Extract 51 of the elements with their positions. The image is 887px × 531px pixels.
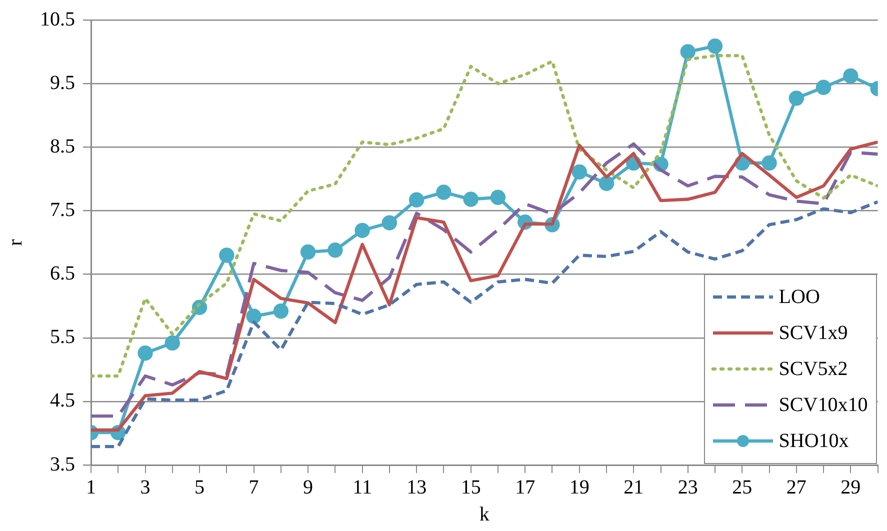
- point: [463, 192, 478, 207]
- legend-label: SHO10x: [778, 430, 849, 452]
- legend-label: SCV5x2: [778, 358, 848, 380]
- point: [436, 184, 452, 200]
- point: [788, 90, 804, 106]
- y-tick-label: 10.5: [40, 8, 75, 30]
- y-tick-label: 8.5: [50, 135, 75, 158]
- x-tick-label: 23: [678, 476, 698, 498]
- point: [816, 80, 832, 95]
- point: [300, 244, 316, 260]
- y-tick-label: 5.5: [50, 326, 75, 348]
- point: [490, 190, 506, 205]
- x-tick-label: 9: [303, 476, 314, 498]
- point: [164, 335, 180, 351]
- point: [354, 222, 370, 238]
- point: [843, 68, 858, 84]
- x-tick-label: 29: [840, 476, 861, 498]
- x-tick-label: 19: [569, 476, 590, 498]
- point: [246, 308, 262, 324]
- y-tick-label: 6.5: [50, 262, 75, 285]
- point: [328, 242, 343, 258]
- point: [273, 304, 289, 319]
- x-tick-label: 13: [406, 476, 427, 498]
- point: [219, 248, 234, 263]
- x-axis-title: k: [479, 503, 490, 526]
- x-tick-label: 5: [194, 476, 205, 498]
- y-tick-label: 7.5: [50, 198, 75, 221]
- x-tick-label: 15: [460, 476, 481, 498]
- x-tick-label: 1: [86, 476, 96, 498]
- y-axis-title: r: [4, 238, 26, 246]
- point: [762, 155, 777, 171]
- point: [408, 192, 424, 208]
- point: [382, 215, 398, 230]
- x-tick-label: 17: [515, 476, 536, 498]
- x-tick-label: 25: [732, 476, 752, 498]
- point: [707, 38, 723, 54]
- legend-label: SCV1x9: [778, 322, 848, 344]
- y-tick-label: 3.5: [50, 453, 75, 476]
- x-tick-label: 11: [352, 476, 372, 498]
- point: [572, 164, 587, 180]
- point: [598, 176, 614, 191]
- x-tick-label: 3: [140, 476, 150, 498]
- legend-label: LOO: [778, 286, 820, 308]
- x-tick-label: 27: [786, 476, 806, 498]
- point: [680, 44, 696, 60]
- legend-label: SCV10x10: [778, 394, 868, 416]
- y-tick-label: 9.5: [50, 72, 75, 94]
- y-tick-label: 4.5: [50, 390, 75, 412]
- x-tick-label: 21: [624, 476, 644, 498]
- point: [138, 346, 153, 361]
- x-tick-label: 7: [248, 476, 259, 498]
